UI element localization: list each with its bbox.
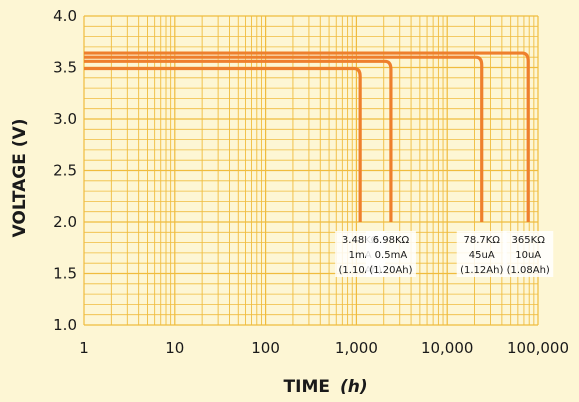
curve-annotation-line: 78.7KΩ	[463, 235, 500, 246]
discharge-curves	[84, 51, 530, 222]
y-tick-label: 2.5	[53, 162, 77, 180]
curve-annotations: 3.48KΩ 1mA (1.10Ah) 6.98KΩ 0.5mA (1.20Ah) 78.7…	[335, 231, 554, 277]
y-tick-label: 3.0	[53, 110, 77, 128]
curve-annotation-line: 45uA	[469, 250, 495, 261]
y-tick-label: 1.5	[53, 265, 77, 283]
curve-annotation-line: 10uA	[515, 250, 541, 261]
x-tick-label: 1,000	[335, 339, 378, 357]
x-tick-label: 100,000	[507, 339, 569, 357]
curve-annotation-line: 6.98KΩ	[373, 235, 410, 246]
annotation-background	[456, 231, 507, 277]
y-tick-label: 2.0	[53, 213, 77, 231]
curve-annotation-line: 3.48KΩ	[342, 235, 379, 246]
x-axis-label: TIME	[284, 377, 330, 397]
curve-annotation-line: (1.08Ah)	[507, 265, 550, 276]
discharge-curve-3	[84, 55, 484, 222]
x-tick-label: 10,000	[421, 339, 474, 357]
annotation-background	[365, 231, 416, 277]
y-tick-label: 1.0	[53, 316, 77, 334]
y-axis-label: VOLTAGE (V)	[10, 119, 30, 238]
y-axis-tick-labels: 1.0 1.5 2.0 2.5 3.0 3.5 4.0	[53, 7, 77, 334]
curve-annotation-line: (1.10Ah)	[339, 265, 382, 276]
x-tick-label: 1	[79, 339, 89, 357]
curve-annotation-line: 0.5mA	[375, 250, 408, 261]
x-tick-label: 10	[165, 339, 184, 357]
y-tick-label: 3.5	[53, 59, 77, 77]
curve-annotation-line: 365KΩ	[512, 235, 546, 246]
x-axis-tick-labels: 1 10 100 1,000 10,000 100,000	[79, 339, 569, 357]
discharge-curve-2	[84, 59, 393, 222]
curve-annotation-line: (1.12Ah)	[460, 265, 503, 276]
curve-annotation-line: 1mA	[349, 250, 372, 261]
annotation-background	[503, 231, 554, 277]
discharge-curve-4	[84, 51, 530, 222]
x-tick-label: 100	[251, 339, 280, 357]
x-axis-unit-label: (h)	[340, 377, 368, 397]
curve-annotation-line: (1.20Ah)	[369, 265, 412, 276]
discharge-curve-1	[84, 66, 362, 222]
y-tick-label: 4.0	[53, 7, 77, 25]
